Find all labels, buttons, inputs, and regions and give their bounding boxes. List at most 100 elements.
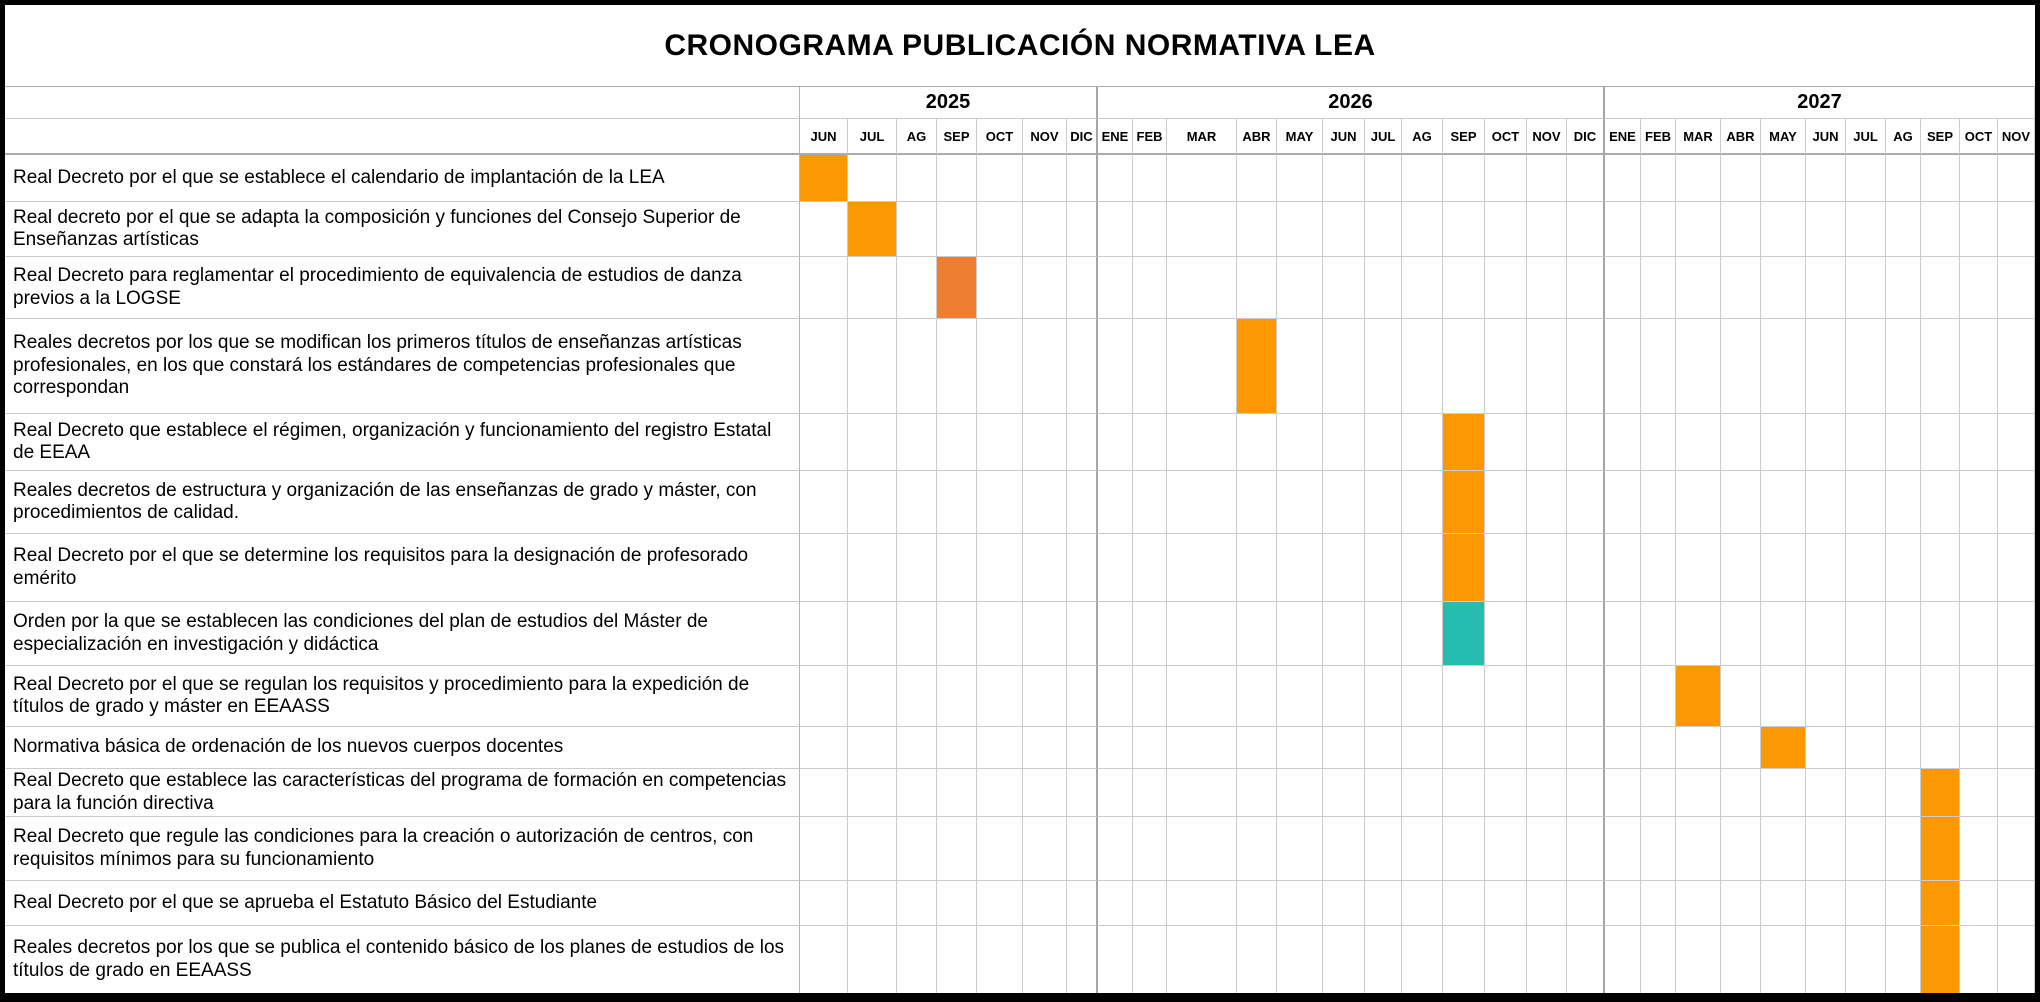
gantt-cell xyxy=(937,202,977,257)
gantt-cell xyxy=(1277,666,1323,727)
gantt-cell xyxy=(1676,155,1721,202)
gantt-cell xyxy=(1277,471,1323,534)
gantt-cell xyxy=(1443,881,1485,926)
gantt-cell xyxy=(1960,471,1998,534)
gantt-cell xyxy=(977,666,1023,727)
gantt-cell xyxy=(1323,534,1365,602)
gantt-cell xyxy=(1133,666,1167,727)
gantt-cell xyxy=(1676,727,1721,769)
gantt-cell xyxy=(848,926,897,993)
scheduled-cell xyxy=(1761,727,1806,769)
gantt-cell xyxy=(1761,817,1806,881)
gantt-cell xyxy=(1567,602,1605,666)
task-label-text: Real Decreto por el que se establece el … xyxy=(13,166,665,188)
gantt-cell xyxy=(800,817,848,881)
gantt-cell xyxy=(1365,319,1402,414)
gantt-cell xyxy=(1277,926,1323,993)
task-label-text: Real Decreto que establece el régimen, o… xyxy=(13,419,772,463)
gantt-cell xyxy=(1567,881,1605,926)
gantt-cell xyxy=(1567,666,1605,727)
gantt-cell xyxy=(848,727,897,769)
gantt-cell xyxy=(848,257,897,319)
gantt-cell xyxy=(977,881,1023,926)
gantt-cell xyxy=(1402,414,1443,471)
gantt-cell xyxy=(1365,881,1402,926)
gantt-cell xyxy=(1605,257,1641,319)
gantt-cell xyxy=(1641,319,1676,414)
gantt-cell xyxy=(1676,881,1721,926)
gantt-cell xyxy=(800,534,848,602)
gantt-cell xyxy=(1641,257,1676,319)
gantt-cell xyxy=(1641,534,1676,602)
gantt-cell xyxy=(1402,727,1443,769)
gantt-cell xyxy=(1067,881,1098,926)
gantt-cell xyxy=(1365,257,1402,319)
month-header-cell: JUL xyxy=(1846,119,1886,155)
gantt-cell xyxy=(1527,319,1567,414)
gantt-cell xyxy=(1641,202,1676,257)
gantt-cell xyxy=(1641,881,1676,926)
gantt-cell xyxy=(1761,769,1806,817)
task-label: Real Decreto que establece el régimen, o… xyxy=(5,414,800,471)
gantt-cell xyxy=(1605,666,1641,727)
gantt-cell xyxy=(1098,534,1133,602)
gantt-cell xyxy=(1806,727,1846,769)
gantt-cell xyxy=(1485,257,1527,319)
gantt-cell xyxy=(1527,769,1567,817)
gantt-cell xyxy=(1998,602,2035,666)
task-label: Real Decreto que regule las condiciones … xyxy=(5,817,800,881)
gantt-cell xyxy=(1567,471,1605,534)
gantt-cell xyxy=(1921,414,1960,471)
gantt-cell xyxy=(1676,471,1721,534)
gantt-cell xyxy=(1960,202,1998,257)
gantt-cell xyxy=(1761,414,1806,471)
gantt-cell xyxy=(977,817,1023,881)
month-header-cell: NOV xyxy=(1527,119,1567,155)
gantt-cell xyxy=(977,414,1023,471)
gantt-cell xyxy=(1485,881,1527,926)
gantt-cell xyxy=(1998,155,2035,202)
task-label-text: Reales decretos por los que se modifican… xyxy=(13,332,742,399)
gantt-cell xyxy=(1921,471,1960,534)
gantt-cell xyxy=(1323,769,1365,817)
gantt-cell xyxy=(937,769,977,817)
gantt-cell xyxy=(977,155,1023,202)
gantt-cell xyxy=(1023,471,1067,534)
gantt-cell xyxy=(1023,534,1067,602)
gantt-cell xyxy=(1998,727,2035,769)
gantt-cell xyxy=(1998,319,2035,414)
gantt-cell xyxy=(1886,666,1921,727)
gantt-cell xyxy=(1761,881,1806,926)
gantt-cell xyxy=(1721,817,1761,881)
gantt-cell xyxy=(1485,319,1527,414)
gantt-cell xyxy=(1098,769,1133,817)
gantt-cell xyxy=(1323,817,1365,881)
gantt-cell xyxy=(1098,881,1133,926)
gantt-cell xyxy=(1886,471,1921,534)
gantt-cell xyxy=(897,319,937,414)
task-label-text: Real Decreto que regule las condiciones … xyxy=(13,826,754,870)
gantt-cell xyxy=(1237,202,1277,257)
gantt-cell xyxy=(1960,534,1998,602)
gantt-cell xyxy=(1567,817,1605,881)
gantt-cell xyxy=(1237,817,1277,881)
gantt-cell xyxy=(800,769,848,817)
gantt-cell xyxy=(1485,727,1527,769)
gantt-cell xyxy=(1960,414,1998,471)
gantt-cell xyxy=(1641,926,1676,993)
gantt-cell xyxy=(1886,155,1921,202)
gantt-cell xyxy=(1067,666,1098,727)
scheduled-cell xyxy=(1443,534,1485,602)
gantt-cell xyxy=(1237,727,1277,769)
gantt-cell xyxy=(1365,769,1402,817)
gantt-cell xyxy=(1641,817,1676,881)
gantt-cell xyxy=(897,666,937,727)
month-header-cell: AG xyxy=(1886,119,1921,155)
gantt-cell xyxy=(1846,926,1886,993)
gantt-cell xyxy=(1960,257,1998,319)
gantt-cell xyxy=(897,769,937,817)
gantt-cell xyxy=(1641,155,1676,202)
scheduled-cell xyxy=(1443,414,1485,471)
gantt-cell xyxy=(1237,534,1277,602)
month-header-cell: MAY xyxy=(1761,119,1806,155)
